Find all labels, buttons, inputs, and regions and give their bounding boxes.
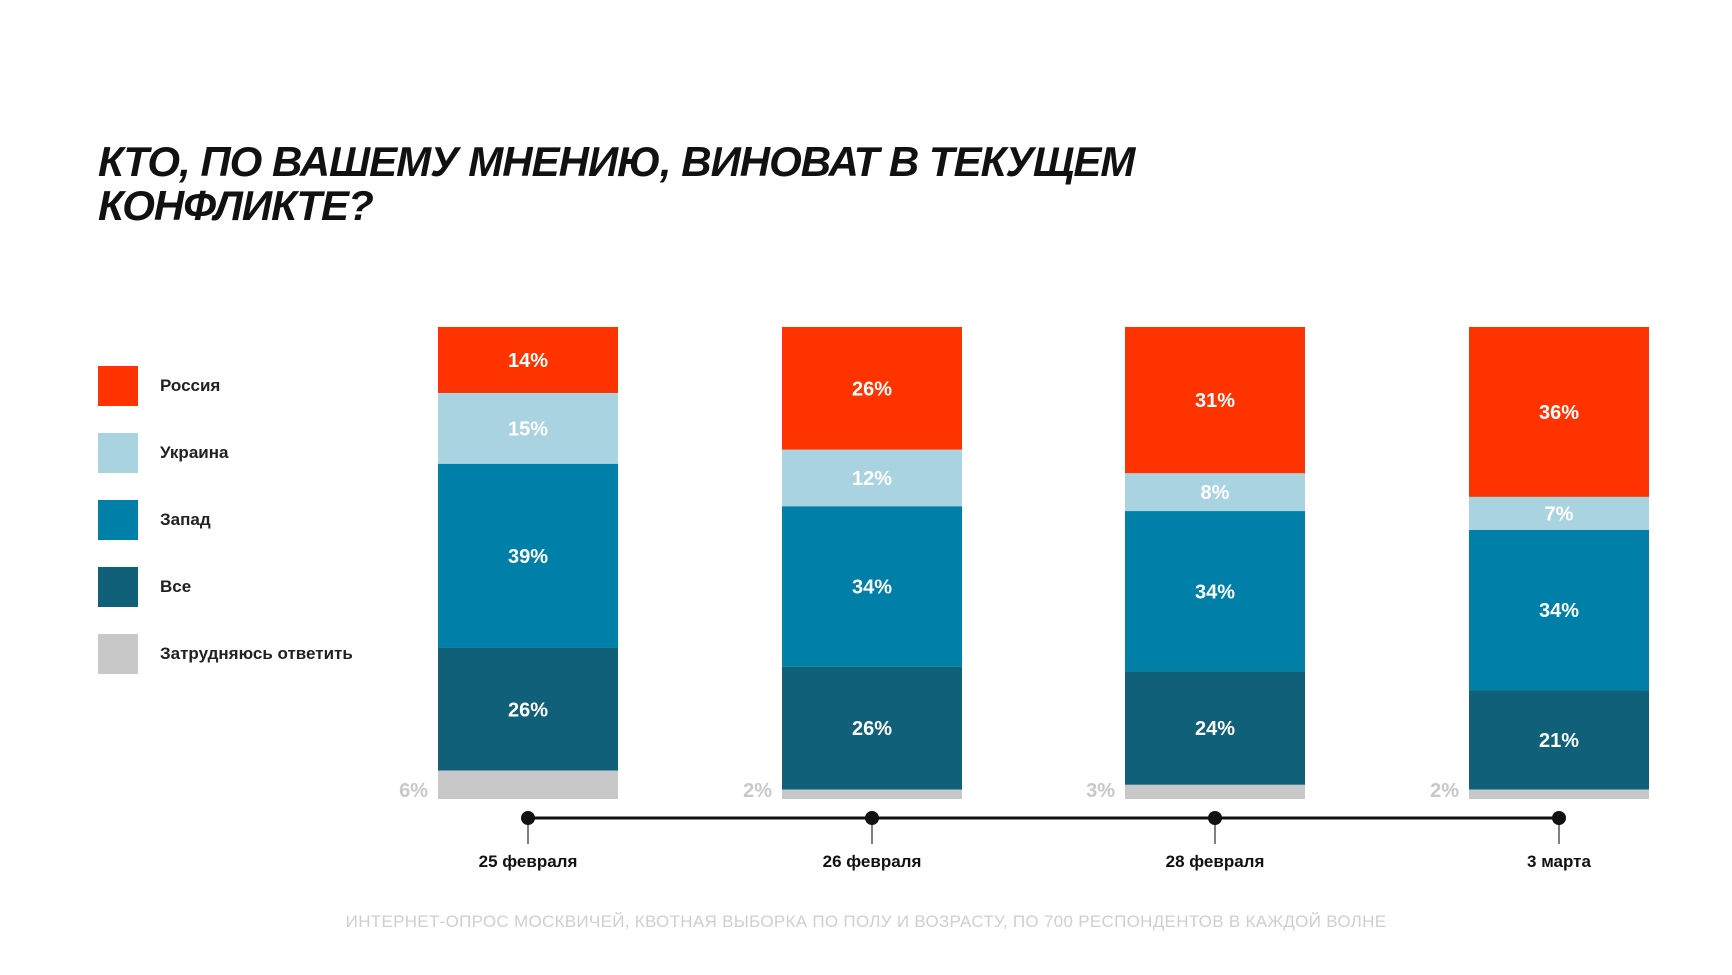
legend-item: Все xyxy=(98,567,191,607)
timeline-dot xyxy=(1208,811,1222,825)
legend-label: Затрудняюсь ответить xyxy=(160,644,353,663)
data-label: 2% xyxy=(1430,780,1459,802)
timeline-dot xyxy=(865,811,879,825)
data-label: 34% xyxy=(1195,581,1235,603)
bar-segment xyxy=(1125,784,1305,799)
bar-segment xyxy=(1469,690,1649,790)
bar-segment xyxy=(782,449,962,507)
legend-swatch xyxy=(98,567,138,607)
data-label: 34% xyxy=(852,577,892,599)
x-tick-label: 3 марта xyxy=(1527,852,1591,871)
data-label: 26% xyxy=(852,718,892,740)
legend-swatch xyxy=(98,500,138,540)
data-label: 8% xyxy=(1201,482,1230,504)
legend-item: Затрудняюсь ответить xyxy=(98,634,353,674)
legend-item: Запад xyxy=(98,500,211,540)
bar-segment xyxy=(1469,327,1649,497)
x-tick-label: 28 февраля xyxy=(1166,852,1265,871)
bar-segment xyxy=(782,506,962,667)
bar-segment xyxy=(1125,511,1305,672)
data-label: 12% xyxy=(852,468,892,490)
data-label: 24% xyxy=(1195,718,1235,740)
data-label: 15% xyxy=(508,418,548,440)
bar-segment xyxy=(438,647,618,771)
bar-segment xyxy=(438,327,618,394)
bar-segment xyxy=(1125,327,1305,474)
data-label: 26% xyxy=(508,699,548,721)
footnote: ИНТЕРНЕТ-ОПРОС МОСКВИЧЕЙ, КВОТНАЯ ВЫБОРК… xyxy=(345,912,1387,931)
bar-segment xyxy=(782,327,962,450)
legend-label: Россия xyxy=(160,376,221,395)
bar-segment xyxy=(1469,529,1649,691)
x-tick-label: 26 февраля xyxy=(823,852,922,871)
bar-segment xyxy=(782,789,962,799)
bar-segment xyxy=(438,770,618,799)
legend-swatch xyxy=(98,366,138,406)
legend-swatch xyxy=(98,634,138,674)
bar-segment xyxy=(438,463,618,648)
data-label: 26% xyxy=(852,378,892,400)
chart-title: Кто, по вашему мнению, виноват в текущем… xyxy=(98,138,1135,229)
data-label: 6% xyxy=(399,780,428,802)
data-label: 36% xyxy=(1539,402,1579,424)
legend-label: Украина xyxy=(160,443,229,462)
data-label: 31% xyxy=(1195,390,1235,412)
legend-label: Все xyxy=(160,577,192,596)
bar-segment xyxy=(438,393,618,464)
data-label: 34% xyxy=(1539,600,1579,622)
bar-segment xyxy=(1125,671,1305,785)
bar-segment xyxy=(782,666,962,790)
timeline-dot xyxy=(521,811,535,825)
legend-label: Запад xyxy=(160,510,211,529)
bar-segment xyxy=(1469,789,1649,799)
data-label: 3% xyxy=(1086,780,1115,802)
data-label: 7% xyxy=(1545,503,1574,525)
data-label: 39% xyxy=(508,546,548,568)
x-tick-label: 25 февраля xyxy=(479,852,578,871)
bar-segment xyxy=(1469,496,1649,530)
legend-item: Россия xyxy=(98,366,220,406)
data-label: 21% xyxy=(1539,730,1579,752)
legend-item: Украина xyxy=(98,433,228,473)
data-label: 2% xyxy=(743,780,772,802)
bar-segment xyxy=(1125,473,1305,512)
timeline-dot xyxy=(1552,811,1566,825)
data-label: 14% xyxy=(508,350,548,372)
legend-swatch xyxy=(98,433,138,473)
